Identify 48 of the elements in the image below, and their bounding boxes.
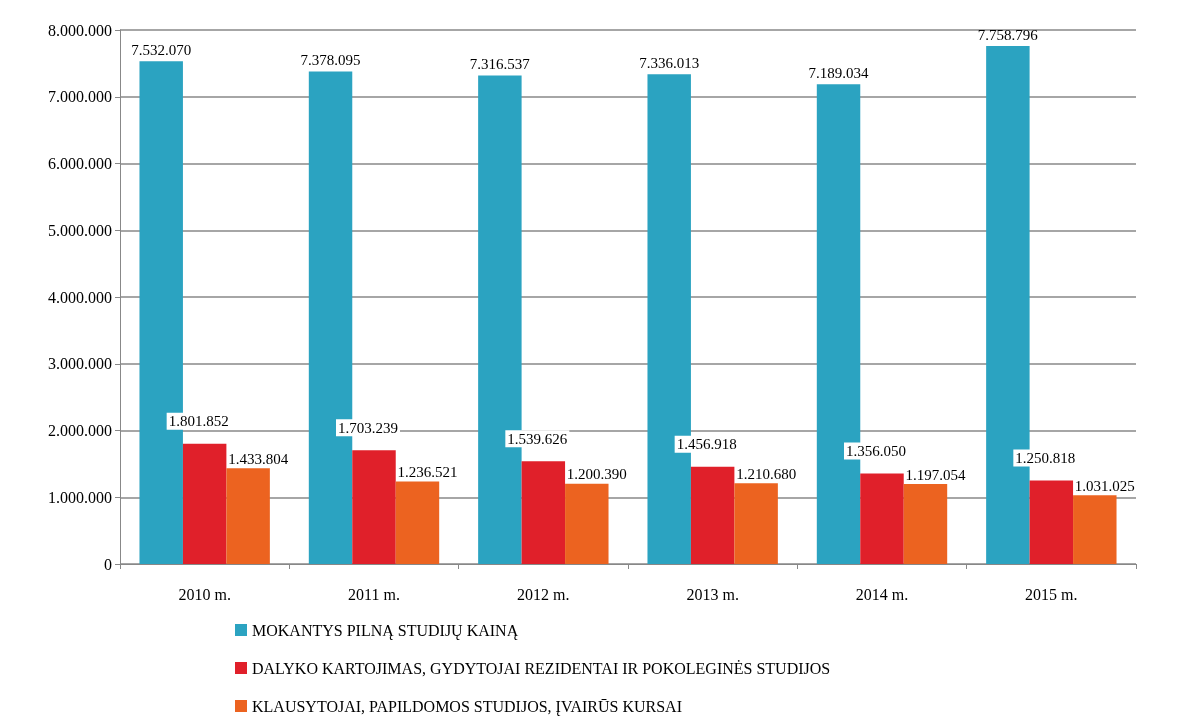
bar <box>1029 480 1074 564</box>
bar <box>734 483 778 564</box>
legend-label: MOKANTYS PILNĄ STUDIJŲ KAINĄ <box>252 621 519 640</box>
x-tick-label: 2015 m. <box>1025 585 1078 603</box>
x-tick-label: 2012 m. <box>517 585 570 603</box>
data-label: 7.532.070 <box>131 41 192 58</box>
data-label: 7.189.034 <box>808 64 870 81</box>
data-label: 1.197.054 <box>905 466 966 483</box>
data-label: 1.236.521 <box>397 463 458 480</box>
x-tick-label: 2011 m. <box>348 585 400 603</box>
data-label: 7.336.013 <box>639 54 700 71</box>
bar <box>352 450 396 564</box>
bar <box>226 468 270 564</box>
data-label: 7.758.796 <box>977 26 1039 43</box>
y-tick-label: 1.000.000 <box>48 488 112 506</box>
y-tick-label: 6.000.000 <box>48 155 112 172</box>
data-label: 1.801.852 <box>168 413 229 430</box>
bar <box>860 473 904 564</box>
bar <box>182 443 227 564</box>
data-label: 1.539.626 <box>507 430 568 447</box>
legend-label: KLAUSYTOJAI, PAPILDOMOS STUDIJOS, ĮVAIRŪS KURSAI <box>252 697 682 716</box>
legend-label: DALYKO KARTOJIMAS, GYDYTOJAI REZIDENTAI IR POKOLEGINĖS STUDIJOS <box>252 659 831 677</box>
bar <box>565 483 609 564</box>
bar <box>521 461 566 564</box>
data-label: 1.356.050 <box>846 442 906 459</box>
y-tick-label: 2.000.000 <box>48 422 112 439</box>
y-tick-label: 4.000.000 <box>48 288 112 306</box>
data-label: 1.703.239 <box>338 419 398 436</box>
data-label: 7.378.095 <box>300 52 361 69</box>
data-label: 1.250.818 <box>1015 450 1076 467</box>
y-tick-label: 5.000.000 <box>48 221 112 239</box>
x-tick-label: 2010 m. <box>178 585 231 603</box>
data-label: 7.316.537 <box>469 56 531 73</box>
x-tick-label: 2013 m. <box>686 585 739 603</box>
x-tick-label: 2014 m. <box>855 585 909 603</box>
y-tick-label: 3.000.000 <box>48 355 112 373</box>
data-label: 1.433.804 <box>228 450 289 467</box>
data-label: 1.031.025 <box>1074 477 1135 494</box>
y-tick-label: 8.000.000 <box>48 21 112 39</box>
bar <box>395 481 440 564</box>
data-label: 1.456.918 <box>676 436 737 453</box>
bar <box>903 484 948 564</box>
y-tick-label: 7.000.000 <box>48 88 112 106</box>
bar <box>1073 495 1117 564</box>
bar <box>690 466 735 564</box>
y-tick-label: 0 <box>104 555 112 573</box>
data-label: 1.210.680 <box>736 465 797 482</box>
data-label: 1.200.390 <box>566 466 627 483</box>
